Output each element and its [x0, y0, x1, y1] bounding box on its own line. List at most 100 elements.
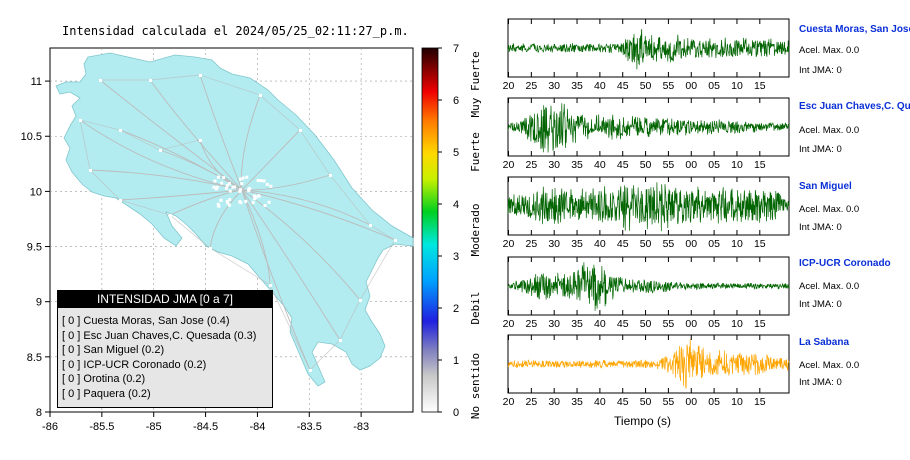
station-marker	[226, 201, 230, 205]
station-int: Int JMA: 0	[799, 299, 842, 310]
x-tick-label: 15	[754, 159, 766, 171]
x-tick-label: 40	[594, 318, 606, 330]
station-name: San Miguel	[799, 181, 852, 192]
x-tick-label: 05	[708, 238, 720, 250]
station-marker	[339, 339, 342, 342]
station-marker	[217, 204, 221, 208]
x-tick-label: 55	[663, 318, 675, 330]
road-network	[79, 74, 396, 371]
colorbar-tick-label: 7	[453, 43, 459, 55]
station-marker	[254, 195, 258, 199]
station-marker	[169, 214, 172, 217]
station-marker	[240, 182, 244, 186]
road	[299, 129, 331, 176]
seismogram-panel: 20 25 30 35 40 45 50 55 00 05 10 15	[503, 256, 790, 330]
station-marker	[259, 94, 262, 97]
colorbar-ticks: 0 1 2 3 4 5 6 7	[438, 43, 459, 419]
x-tick-label: -85.5	[89, 421, 114, 433]
road	[241, 189, 271, 286]
x-tick-label: 45	[617, 318, 629, 330]
colorbar-tick-label: 6	[453, 95, 459, 107]
station-markers	[79, 74, 397, 372]
station-marker	[299, 129, 302, 132]
road	[199, 74, 261, 96]
station-marker	[239, 201, 243, 205]
station-marker	[263, 204, 267, 208]
x-tick-label: 05	[708, 159, 720, 171]
x-tick-label: 55	[663, 396, 675, 408]
x-axis-label: Tiempo (s)	[614, 414, 671, 428]
y-tick-label: 8.5	[27, 352, 42, 364]
x-tick-label: 55	[663, 159, 675, 171]
road	[199, 139, 243, 191]
station-marker	[209, 247, 212, 250]
map-y-ticks: 8 8.5 9 9.5 10 10.5 11	[21, 76, 50, 419]
colorbar-labels: No sentido Debil Moderado Fuerte Muy Fuerte	[469, 51, 482, 419]
station-marker	[225, 183, 229, 187]
colorbar-tick-label: 2	[453, 303, 459, 315]
x-tick-label: 05	[708, 396, 720, 408]
x-tick-label: 00	[685, 159, 697, 171]
x-tick-label: 15	[754, 396, 766, 408]
x-tick-label: 35	[571, 396, 583, 408]
y-tick-label: 8	[36, 407, 42, 419]
legend-item: [ 0 ] Cuesta Moras, San Jose (0.4)	[62, 315, 230, 327]
station-acel: Acel. Max. 0.0	[799, 204, 860, 215]
x-tick-label: 50	[640, 396, 652, 408]
map-x-ticks: -86 -85.5 -85 -84.5 -84 -83.5 -83	[42, 412, 369, 433]
x-tick-label: 20	[503, 318, 515, 330]
station-marker	[119, 129, 122, 132]
y-tick-label: 9	[36, 297, 42, 309]
road	[269, 284, 311, 371]
x-tick-label: 55	[663, 238, 675, 250]
station-marker	[224, 186, 228, 190]
legend-item: [ 0 ] Orotina (0.2)	[62, 373, 146, 386]
x-tick-label: 10	[731, 318, 743, 330]
x-tick-label: 45	[617, 396, 629, 408]
station-marker	[251, 201, 255, 205]
station-acel: Acel. Max. 0.0	[799, 360, 860, 371]
station-marker	[231, 185, 235, 189]
x-tick-label: 30	[548, 396, 560, 408]
station-marker	[212, 185, 216, 189]
station-int: Int JMA: 0	[799, 144, 842, 155]
x-tick-label: 30	[548, 80, 560, 92]
station-acel: Acel. Max. 0.0	[799, 281, 860, 292]
x-tick-label: -84.5	[193, 421, 218, 433]
x-tick-label: 25	[526, 238, 538, 250]
legend-list: [ 0 ] Cuesta Moras, San Jose (0.4) [ 0 ]…	[58, 314, 272, 402]
station-int: Int JMA: 0	[799, 222, 842, 233]
seismogram-panel: 20 25 30 35 40 45 50 55 00 05 10 15	[503, 176, 790, 250]
road	[241, 189, 371, 226]
station-marker	[159, 149, 162, 152]
x-tick-label: 45	[617, 159, 629, 171]
station-marker	[267, 200, 271, 204]
x-tick-label: -86	[42, 421, 58, 433]
x-tick-label: 25	[526, 318, 538, 330]
x-tick-label: 20	[503, 238, 515, 250]
x-tick-label: 20	[503, 159, 515, 171]
station-marker	[244, 199, 248, 203]
road	[79, 119, 91, 171]
station-marker	[262, 179, 266, 183]
station-marker	[394, 239, 397, 242]
station-name: Esc Juan Chaves,C. Quesada	[799, 101, 910, 112]
seismogram-panel: 20 25 30 35 40 45 50 55 00 05 10 15	[503, 97, 790, 171]
station-marker	[215, 185, 219, 189]
x-tick-label: 25	[526, 396, 538, 408]
x-tick-label: 25	[526, 80, 538, 92]
station-marker	[119, 199, 122, 202]
map-title: Intensidad calculada el 2024/05/25_02:11…	[62, 24, 409, 38]
station-int: Int JMA: 0	[799, 65, 842, 76]
station-acel: Acel. Max. 0.0	[799, 45, 860, 56]
colorbar-tick-label: 1	[453, 355, 459, 367]
station-marker	[259, 179, 263, 183]
x-tick-label: 00	[685, 80, 697, 92]
road	[79, 119, 121, 131]
x-tick-label: 30	[548, 159, 560, 171]
x-tick-label: 00	[685, 238, 697, 250]
station-marker	[225, 199, 229, 203]
x-tick-label: 50	[640, 318, 652, 330]
station-marker	[227, 182, 231, 186]
road	[149, 79, 243, 191]
